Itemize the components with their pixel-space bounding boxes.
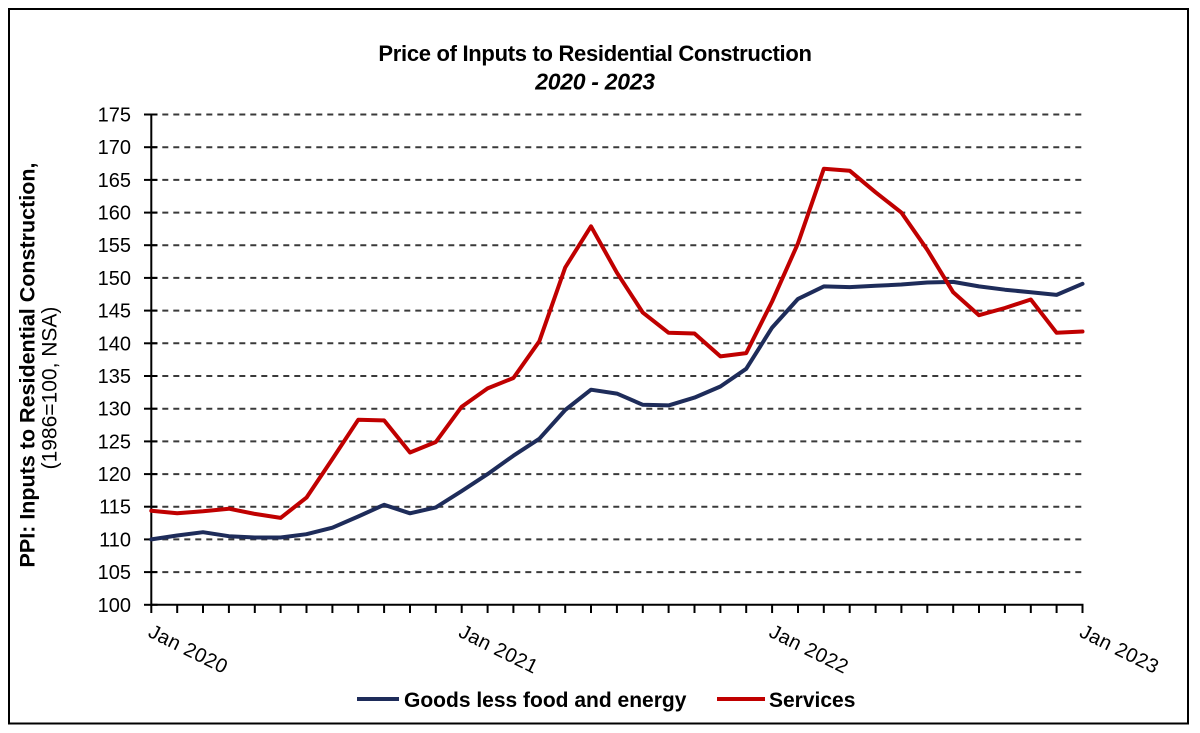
svg-text:130: 130: [98, 399, 131, 421]
svg-text:(1986=100, NSA): (1986=100, NSA): [39, 307, 62, 470]
svg-text:150: 150: [98, 268, 131, 290]
svg-text:165: 165: [98, 170, 131, 192]
svg-text:100: 100: [98, 595, 131, 617]
svg-text:170: 170: [98, 137, 131, 159]
svg-text:175: 175: [98, 105, 131, 127]
svg-text:Goods less food and energy: Goods less food and energy: [404, 689, 687, 712]
svg-text:105: 105: [98, 562, 131, 584]
svg-text:125: 125: [98, 431, 131, 453]
svg-text:Price of Inputs to Residential: Price of Inputs to Residential Construct…: [378, 41, 811, 66]
svg-text:155: 155: [98, 235, 131, 257]
svg-text:Services: Services: [769, 689, 855, 712]
svg-text:2020 - 2023: 2020 - 2023: [534, 69, 655, 95]
svg-text:135: 135: [98, 366, 131, 388]
svg-text:PPI: Inputs to Residential Con: PPI: Inputs to Residential Construction,: [16, 163, 40, 568]
svg-text:160: 160: [98, 203, 131, 225]
svg-text:140: 140: [98, 333, 131, 355]
svg-text:145: 145: [98, 301, 131, 323]
svg-text:120: 120: [98, 464, 131, 486]
svg-text:115: 115: [99, 497, 131, 519]
svg-text:110: 110: [99, 529, 131, 551]
